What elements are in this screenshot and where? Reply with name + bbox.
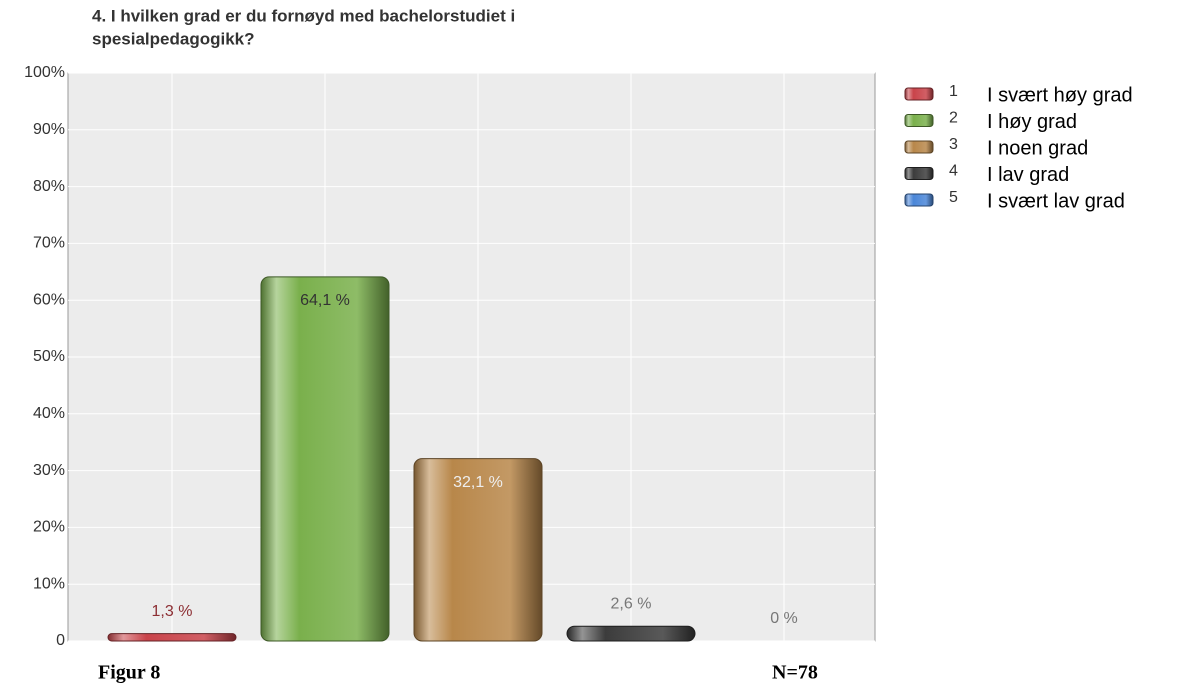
bar [566,625,696,642]
bar [413,458,543,642]
y-tick-label: 20% [33,519,65,536]
legend-label: I høy grad [987,111,1077,133]
chart-title: 4. I hvilken grad er du fornøyd med bach… [92,6,515,25]
value-label: 1,3 % [152,603,193,620]
legend-swatch [904,87,934,101]
y-tick-label: 40% [33,405,65,422]
legend-swatch [904,114,934,127]
legend-label: I lav grad [987,164,1069,186]
legend-number: 3 [949,136,958,153]
legend-label: I svært høy grad [987,84,1133,106]
y-tick-label: 100% [24,64,65,81]
legend-swatch [904,167,934,180]
y-tick-label: 30% [33,462,65,479]
y-tick-label: 70% [33,235,65,252]
bar [260,276,390,642]
legend-swatch [904,193,934,207]
chart-title: spesialpedagogikk? [92,29,255,48]
y-tick-label: 80% [33,178,65,195]
y-tick-label: 50% [33,348,65,365]
y-tick-label: 60% [33,291,65,308]
value-label: 32,1 % [453,474,503,491]
legend-number: 1 [949,83,958,100]
legend-label: I noen grad [987,137,1088,159]
bar [107,633,237,642]
value-label: 64,1 % [300,292,350,309]
legend-swatch [904,140,934,154]
y-tick-label: 10% [33,575,65,592]
value-label: 2,6 % [611,595,652,612]
legend-number: 2 [949,110,958,127]
legend-number: 5 [949,189,958,206]
figure-label: Figur 8 [98,662,160,684]
y-tick-label: 90% [33,121,65,138]
legend-label: I svært lav grad [987,190,1125,212]
sample-size: N=78 [772,662,818,684]
value-label: 0 % [770,610,798,627]
y-tick-label: 0 [56,632,65,649]
legend-number: 4 [949,163,958,180]
